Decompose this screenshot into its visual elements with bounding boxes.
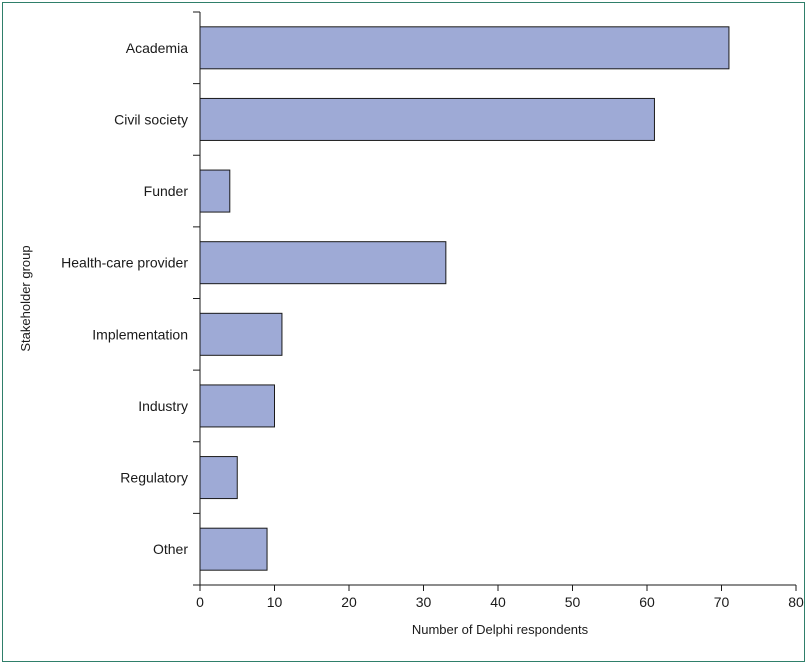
x-tick-label: 60	[639, 594, 655, 610]
y-axis-title: Stakeholder group	[18, 245, 33, 351]
x-tick-label: 40	[490, 594, 506, 610]
bar-chart: Academia Civil society Funder Health-care p…	[18, 11, 804, 637]
category-label: Funder	[144, 183, 189, 199]
category-label: Other	[153, 541, 188, 557]
bar-industry	[199, 384, 275, 428]
x-axis-ticks: 0 10 20 30 40 50 60 70 80	[196, 585, 804, 610]
bar-civil-society	[199, 97, 655, 141]
category-label: Civil society	[114, 111, 188, 127]
bar-implementation	[199, 312, 283, 356]
bar-health-care-provider	[199, 241, 447, 285]
x-tick-label: 70	[714, 594, 730, 610]
bar-regulatory	[199, 456, 238, 500]
bar-other	[199, 527, 268, 571]
category-label: Academia	[126, 40, 188, 56]
x-tick-label: 20	[341, 594, 357, 610]
bar-academia	[199, 26, 730, 70]
category-labels: Academia Civil society Funder Health-care p…	[61, 40, 188, 557]
category-label: Health-care provider	[61, 255, 188, 271]
x-tick-label: 50	[565, 594, 581, 610]
x-axis-title: Number of Delphi respondents	[412, 622, 589, 637]
category-label: Industry	[138, 398, 188, 414]
x-tick-label: 0	[196, 594, 204, 610]
category-label: Regulatory	[120, 470, 188, 486]
x-tick-label: 10	[267, 594, 283, 610]
bar-funder	[199, 169, 231, 213]
x-tick-label: 30	[416, 594, 432, 610]
category-label: Implementation	[92, 326, 188, 342]
x-tick-label: 80	[788, 594, 804, 610]
chart-bars	[199, 26, 730, 571]
